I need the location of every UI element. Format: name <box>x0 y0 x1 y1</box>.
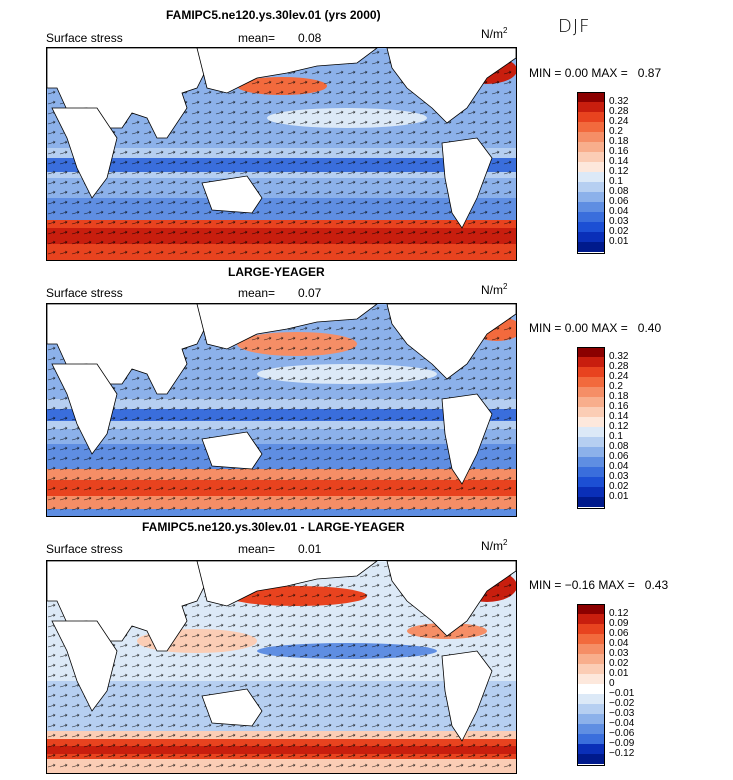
colorbar-tick-label: 0.02 <box>609 658 629 669</box>
colorbar-tick-label: 0.28 <box>609 361 629 372</box>
colorbar-tick-label: 0 <box>609 678 615 689</box>
panel-3-mean-value: 0.01 <box>298 542 322 556</box>
colorbar-tick-label: 0.02 <box>609 226 629 237</box>
panel-1-min-max: MIN = 0.00 MAX = 0.87 <box>529 66 662 80</box>
colorbar-tick-label: −0.02 <box>609 698 635 709</box>
panel-2-title: LARGE-YEAGER <box>228 265 325 279</box>
colorbar-tick-label: 0.18 <box>609 391 629 402</box>
panel-3-variable: Surface stress <box>46 542 123 556</box>
panel-1-mean-label: mean= <box>238 31 276 45</box>
colorbar-tick-label: −0.06 <box>609 728 635 739</box>
colorbar-tick-label: 0.03 <box>609 471 629 482</box>
season-label: DJF <box>558 16 591 37</box>
panel-1-map-svg <box>47 48 516 260</box>
panel-1-units: N/m2 <box>481 26 508 41</box>
colorbar-tick-label: 0.24 <box>609 116 629 127</box>
colorbar-tick-label: 0.09 <box>609 618 629 629</box>
panel-3-title: FAMIPC5.ne120.ys.30lev.01 - LARGE-YEAGER <box>142 520 405 534</box>
colorbar-tick-label: 0.06 <box>609 196 629 207</box>
panel-3-map <box>46 560 517 774</box>
colorbar-tick-label: 0.01 <box>609 236 629 247</box>
colorbar-tick-label: 0.32 <box>609 351 629 362</box>
panel-2-mean-label: mean= <box>238 286 276 300</box>
colorbar-frame <box>577 347 605 509</box>
panel-1-map <box>46 47 517 261</box>
colorbar-tick-label: 0.2 <box>609 126 623 137</box>
colorbar-tick-label: −0.01 <box>609 688 635 699</box>
colorbar-tick-label: 0.01 <box>609 668 629 679</box>
panel-2-units: N/m2 <box>481 282 508 297</box>
panel-2-min-max: MIN = 0.00 MAX = 0.40 <box>529 321 662 335</box>
panel-1-title: FAMIPC5.ne120.ys.30lev.01 (yrs 2000) <box>166 8 381 22</box>
colorbar-tick-label: 0.12 <box>609 421 629 432</box>
colorbar-tick-label: −0.09 <box>609 738 635 749</box>
colorbar-tick-label: 0.14 <box>609 156 629 167</box>
panel-3-units: N/m2 <box>481 538 508 553</box>
panel-1-mean-value: 0.08 <box>298 31 322 45</box>
colorbar-tick-label: 0.01 <box>609 491 629 502</box>
colorbar-tick-label: 0.03 <box>609 216 629 227</box>
colorbar-tick-label: 0.1 <box>609 176 623 187</box>
colorbar-tick-label: 0.06 <box>609 451 629 462</box>
colorbar-tick-label: 0.12 <box>609 608 629 619</box>
colorbar-tick-label: 0.24 <box>609 371 629 382</box>
panel-2-map <box>46 303 517 517</box>
panel-2-map-svg <box>47 304 516 516</box>
colorbar-tick-label: 0.04 <box>609 206 629 217</box>
colorbar-tick-label: 0.04 <box>609 638 629 649</box>
colorbar-tick-label: 0.16 <box>609 401 629 412</box>
colorbar-tick-label: 0.12 <box>609 166 629 177</box>
panel-3-min-max: MIN = −0.16 MAX = 0.43 <box>529 578 669 592</box>
panel-1-variable: Surface stress <box>46 31 123 45</box>
colorbar-tick-label: −0.03 <box>609 708 635 719</box>
colorbar-tick-label: 0.2 <box>609 381 623 392</box>
colorbar-tick-label: 0.28 <box>609 106 629 117</box>
colorbar-tick-label: 0.08 <box>609 441 629 452</box>
panel-3-mean-label: mean= <box>238 542 276 556</box>
panel-2-mean-value: 0.07 <box>298 286 322 300</box>
colorbar-tick-label: 0.06 <box>609 628 629 639</box>
colorbar-tick-label: 0.03 <box>609 648 629 659</box>
panel-3-map-svg <box>47 561 516 773</box>
colorbar-tick-label: −0.04 <box>609 718 635 729</box>
colorbar-tick-label: 0.08 <box>609 186 629 197</box>
colorbar-frame <box>577 92 605 254</box>
panel-2-variable: Surface stress <box>46 286 123 300</box>
colorbar-frame <box>577 604 605 766</box>
colorbar-tick-label: 0.14 <box>609 411 629 422</box>
colorbar-tick-label: 0.32 <box>609 96 629 107</box>
colorbar-tick-label: 0.16 <box>609 146 629 157</box>
colorbar-tick-label: 0.02 <box>609 481 629 492</box>
colorbar-tick-label: 0.18 <box>609 136 629 147</box>
colorbar-tick-label: −0.12 <box>609 748 635 759</box>
colorbar-tick-label: 0.1 <box>609 431 623 442</box>
colorbar-tick-label: 0.04 <box>609 461 629 472</box>
